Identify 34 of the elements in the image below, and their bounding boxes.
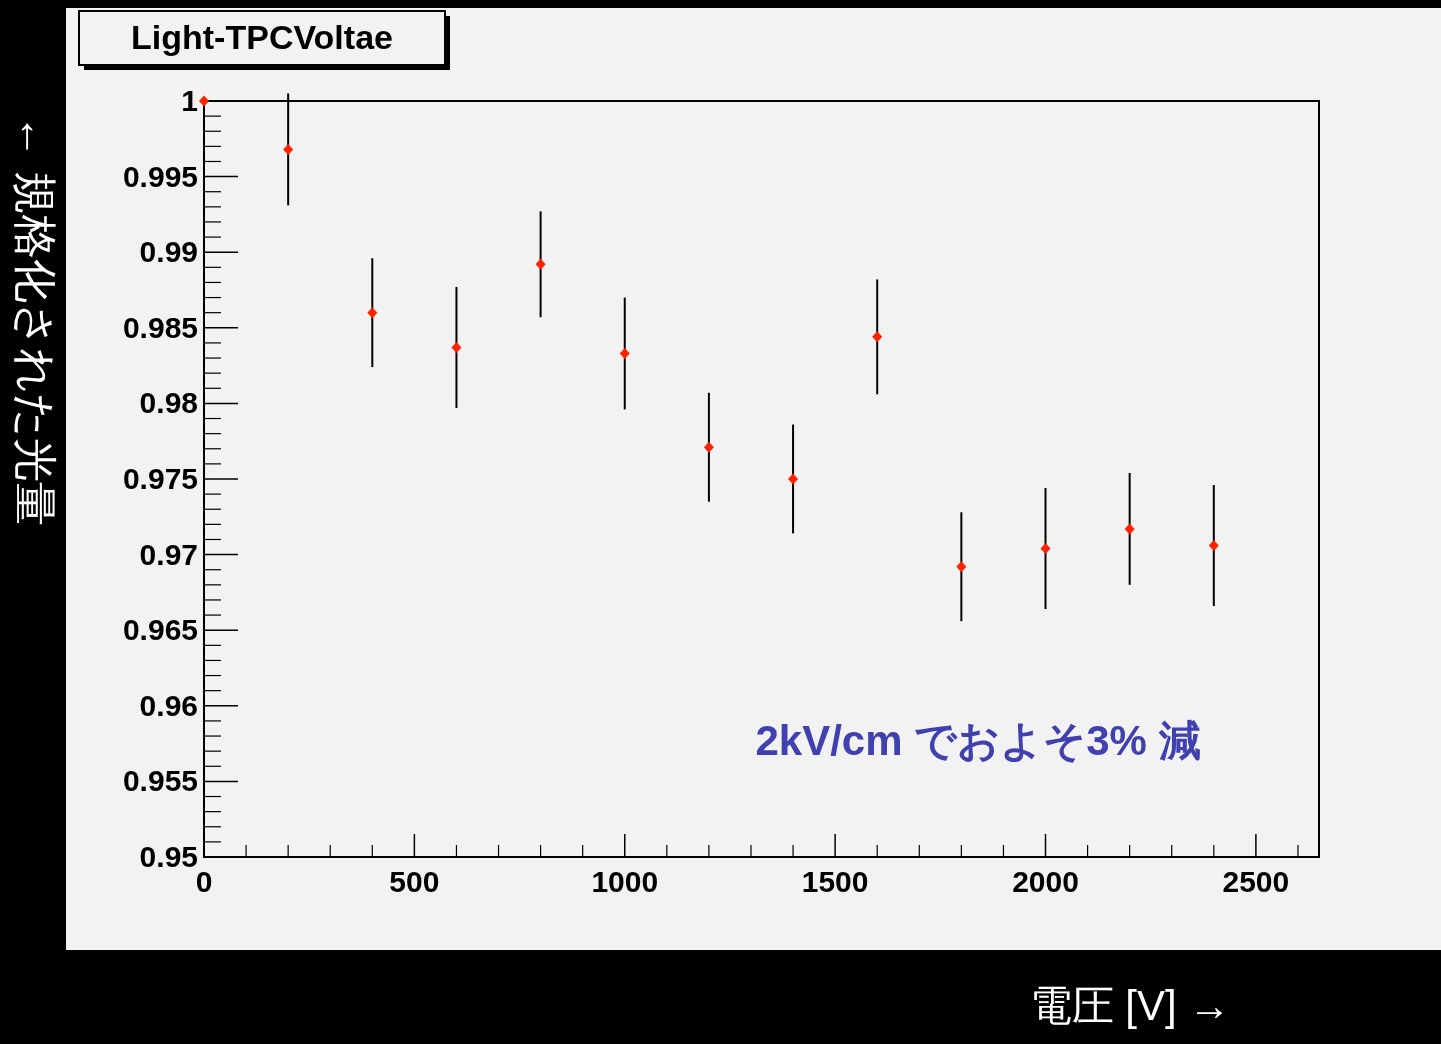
point bbox=[283, 143, 294, 155]
point bbox=[535, 258, 546, 270]
point bbox=[451, 341, 462, 353]
y-tick-label: 0.985 bbox=[122, 310, 198, 344]
x-tick-label: 2500 bbox=[1222, 865, 1290, 898]
annotation: 2kV/cm でおよそ3% 減 bbox=[755, 717, 1201, 764]
y-tick-label: 0.98 bbox=[139, 386, 198, 420]
point bbox=[1124, 523, 1135, 535]
chart-title: Light-TPCVoltae bbox=[131, 18, 393, 56]
y-tick-label: 0.99 bbox=[139, 235, 198, 269]
point bbox=[956, 561, 967, 573]
x-tick-label: 1500 bbox=[801, 865, 869, 898]
y-tick-label: 1 bbox=[181, 84, 198, 117]
x-tick-label: 500 bbox=[389, 865, 440, 898]
point bbox=[199, 95, 209, 107]
point bbox=[1208, 540, 1219, 552]
x-tick-label: 0 bbox=[195, 865, 213, 898]
point bbox=[703, 441, 714, 453]
y-axis-title: ← 規格化された光量 bbox=[11, 114, 60, 526]
point bbox=[367, 307, 378, 319]
x-tick-label: 1000 bbox=[591, 865, 659, 898]
x-tick-label: 2000 bbox=[1012, 865, 1079, 898]
x-axis-title: 電圧 [V] → bbox=[1029, 982, 1231, 1029]
y-tick-label: 0.995 bbox=[122, 159, 198, 193]
y-tick-label: 0.965 bbox=[122, 613, 198, 647]
y-tick-label: 0.955 bbox=[122, 764, 198, 798]
y-tick-label: 0.975 bbox=[122, 462, 198, 495]
point bbox=[872, 331, 883, 343]
y-tick-label: 0.96 bbox=[139, 688, 198, 722]
y-tick-label: 0.95 bbox=[139, 840, 198, 873]
y-tick-label: 0.97 bbox=[139, 537, 198, 571]
point bbox=[788, 473, 799, 485]
point bbox=[1040, 543, 1051, 555]
point bbox=[619, 348, 630, 359]
